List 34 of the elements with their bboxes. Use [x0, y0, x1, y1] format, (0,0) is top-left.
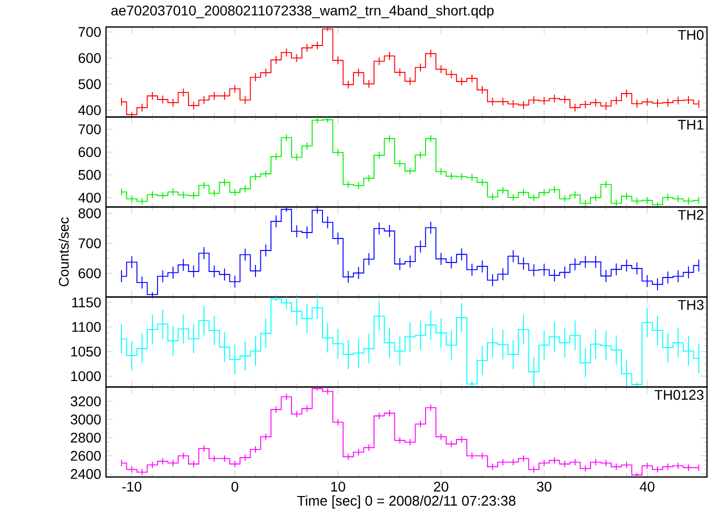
text: TH0123 [654, 390, 704, 400]
y-tick-label: 1050 [71, 346, 101, 357]
y-tick-label: 800 [78, 208, 101, 218]
y-tick-label: 1150 [72, 297, 101, 308]
x-tick-label: 40 [640, 482, 654, 492]
y-tick-label: 700 [78, 238, 101, 248]
y-tick-label: 3000 [70, 414, 101, 424]
text: TH1 [678, 120, 704, 130]
y-tick-label: 400 [78, 105, 101, 116]
text: TH2 [678, 210, 704, 220]
x-tick-label: 0 [232, 482, 238, 492]
y-tick-label: 500 [78, 170, 101, 180]
x-axis-title: Time [sec] 0 = 2008/02/11 07:23:38 [297, 495, 516, 508]
x-tick-label: -10 [122, 482, 142, 492]
x-tick-label: 20 [434, 482, 448, 492]
x-tick-label: 10 [331, 482, 346, 492]
text: TH0 [678, 30, 704, 40]
y-tick-label: 600 [78, 147, 101, 158]
chart-title: ae702037010_20080211072338_wam2_trn_4band_short.qdp [111, 5, 494, 18]
y-tick-label: 600 [78, 53, 101, 63]
series-label: TH3 [678, 300, 704, 310]
y-tick-label: 2800 [70, 432, 101, 443]
y-tick-label: 500 [78, 79, 101, 90]
y-tick-label: 1100 [72, 322, 101, 332]
y-tick-label: 3200 [70, 396, 101, 406]
y-tick-label: 2600 [70, 450, 101, 461]
y-axis-title: Counts/sec [58, 217, 69, 286]
y-tick-label: 700 [78, 27, 101, 37]
y-tick-label: 400 [78, 192, 101, 203]
y-tick-label: 1000 [71, 371, 101, 382]
y-tick-label: 2400 [70, 469, 101, 479]
y-tick-label: 700 [78, 124, 101, 134]
y-tick-label: 600 [78, 268, 101, 278]
x-tick-label: 30 [536, 482, 552, 492]
